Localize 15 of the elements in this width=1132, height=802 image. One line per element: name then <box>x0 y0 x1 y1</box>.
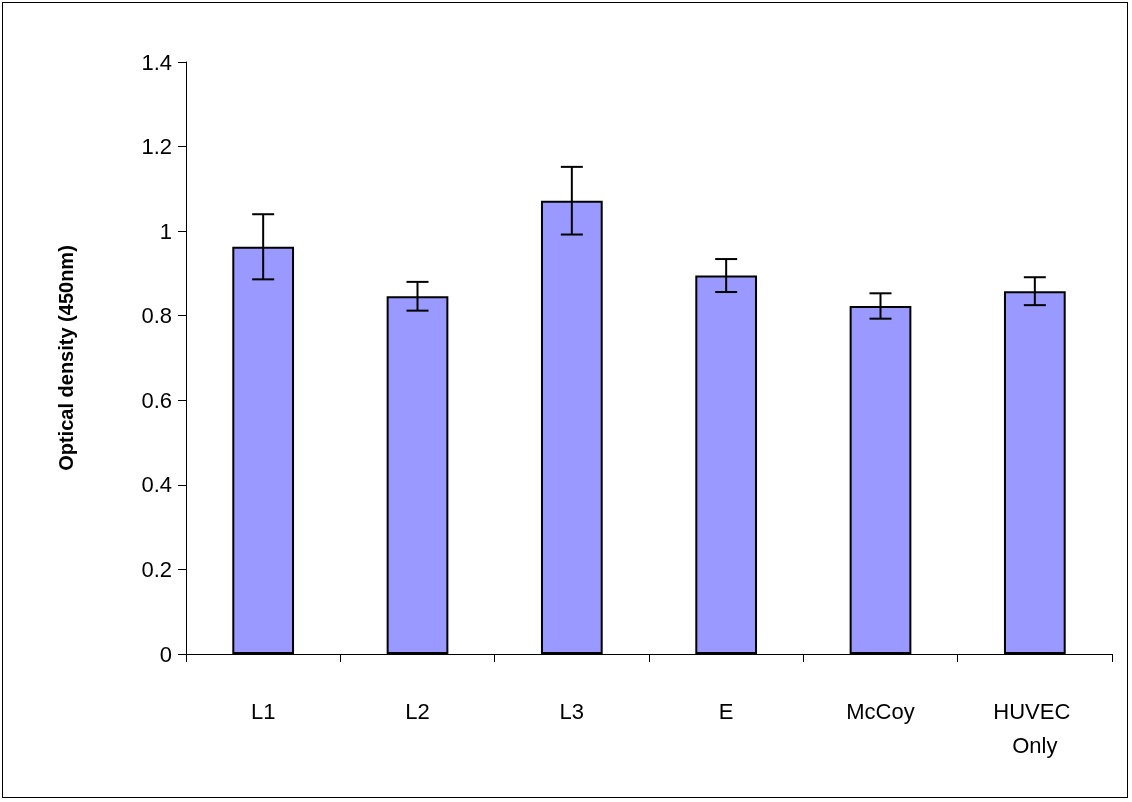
y-tick-label: 0.4 <box>141 472 172 498</box>
x-tick-label: L1 <box>250 698 276 724</box>
y-tick-label: 1.4 <box>141 49 172 75</box>
x-tick-label: L2 <box>405 698 430 724</box>
y-tick-label: 1 <box>159 218 172 244</box>
y-tick-label: 0 <box>159 641 172 667</box>
x-tick-label: E <box>718 698 734 724</box>
y-tick-label: 0.2 <box>141 556 172 582</box>
x-tick-label: McCoy <box>846 698 915 724</box>
y-tick-label: 0.8 <box>141 303 172 329</box>
y-axis-title: Optical density (450nm) <box>55 245 77 471</box>
x-tick-label: L3 <box>559 698 585 724</box>
y-tick-label: 0.6 <box>141 387 172 413</box>
y-tick-label: 1.2 <box>141 134 172 160</box>
x-tick-label: HUVEC Only <box>993 698 1077 758</box>
